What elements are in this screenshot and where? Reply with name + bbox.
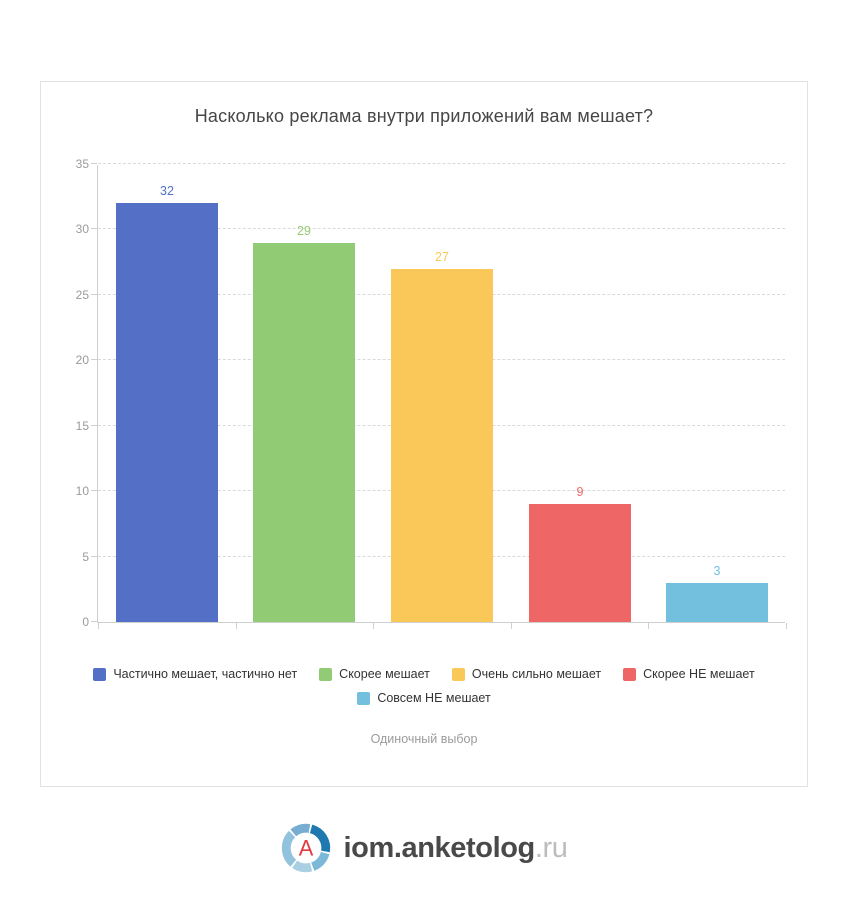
bar-value-label: 27 xyxy=(435,250,449,264)
x-axis-tick xyxy=(98,623,99,629)
legend-item[interactable]: Совсем НЕ мешает xyxy=(357,691,491,705)
y-axis-tick xyxy=(91,359,97,361)
legend-item[interactable]: Скорее НЕ мешает xyxy=(623,667,755,681)
legend-item[interactable]: Очень сильно мешает xyxy=(451,667,602,681)
y-axis-tick xyxy=(91,621,97,622)
bar[interactable] xyxy=(253,243,355,622)
brand-text-suffix: .ru xyxy=(534,832,568,864)
y-axis-label: 30 xyxy=(75,222,89,237)
y-axis-tick xyxy=(91,424,97,426)
bar-value-label: 9 xyxy=(576,485,584,499)
x-axis-tick xyxy=(786,623,787,629)
x-axis-tick xyxy=(236,623,237,629)
y-axis-label: 20 xyxy=(75,353,89,368)
legend-swatch xyxy=(93,667,107,681)
gridline xyxy=(98,163,785,164)
legend-item[interactable]: Скорее мешает xyxy=(319,667,430,681)
y-axis-label: 35 xyxy=(75,157,89,171)
legend-label: Очень сильно мешает xyxy=(471,667,602,681)
legend-label: Скорее мешает xyxy=(339,667,430,681)
bar[interactable] xyxy=(391,269,493,622)
legend-swatch xyxy=(451,667,465,681)
y-axis-tick xyxy=(91,555,97,557)
anketolog-logo-icon: A xyxy=(282,823,331,873)
legend-label: Частично мешает, частично нет xyxy=(113,667,298,681)
legend-item[interactable]: Частично мешает, частично нет xyxy=(93,667,297,681)
legend-swatch xyxy=(357,691,371,705)
x-axis-tick xyxy=(373,623,374,629)
y-axis-label: 5 xyxy=(82,549,89,564)
legend-swatch xyxy=(623,667,637,681)
bar[interactable] xyxy=(529,504,631,622)
legend-label: Совсем НЕ мешает xyxy=(377,691,491,705)
question-type-note: Одиночный выбор xyxy=(370,732,478,746)
plot-area: 0 5 10 15 20 25 30 35 32 29 27 9 3 xyxy=(76,157,787,629)
chart-card: Насколько реклама внутри приложений вам … xyxy=(40,81,808,787)
logo-letter: A xyxy=(299,835,314,860)
brand-text-primary: iom.anketolog xyxy=(343,832,535,864)
x-axis-tick xyxy=(648,623,649,629)
bar[interactable] xyxy=(666,583,768,622)
bar-value-label: 32 xyxy=(160,184,174,198)
gridline xyxy=(98,228,785,230)
bar-value-label: 3 xyxy=(713,564,721,578)
legend-label: Скорее НЕ мешает xyxy=(643,667,755,681)
bar[interactable] xyxy=(116,203,218,622)
x-axis-tick xyxy=(511,623,512,629)
y-axis-label: 10 xyxy=(75,484,89,499)
y-axis-tick xyxy=(91,163,97,164)
y-axis-tick xyxy=(91,228,97,230)
chart-title: Насколько реклама внутри приложений вам … xyxy=(194,106,654,126)
chart-legend: Частично мешает, частично нет Скорее меша… xyxy=(71,667,777,705)
legend-swatch xyxy=(319,667,333,681)
bar-value-label: 29 xyxy=(297,224,311,238)
brand-footer: A iom.anketolog.ru xyxy=(0,822,848,874)
y-axis-tick xyxy=(91,490,97,492)
y-axis-label: 0 xyxy=(82,615,89,629)
y-axis-tick xyxy=(91,293,97,295)
y-axis-label: 25 xyxy=(75,287,89,302)
y-axis-label: 15 xyxy=(75,418,89,433)
brand-text: iom.anketolog.ru xyxy=(343,822,567,874)
